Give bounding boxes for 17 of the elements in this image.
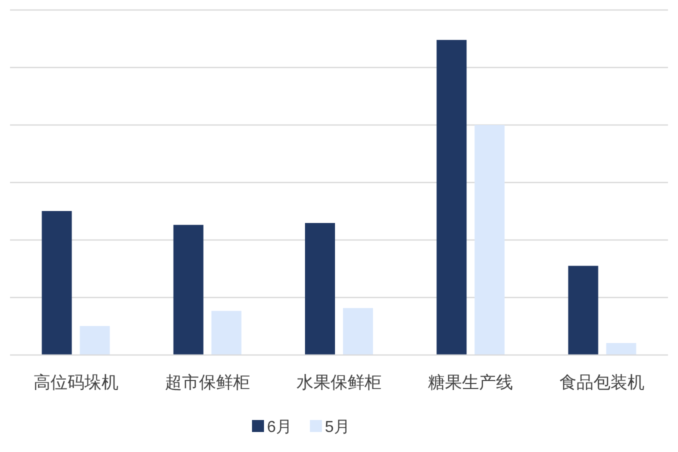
x-tick-label: 高位码垛机 [33, 373, 118, 392]
x-tick-label: 超市保鲜柜 [164, 373, 250, 392]
legend-label: 6月 [267, 419, 292, 436]
bar [474, 125, 505, 355]
x-tick-label: 水果保鲜柜 [296, 373, 382, 392]
x-tick-label: 食品包装机 [560, 373, 645, 392]
bar [42, 211, 72, 355]
bar [568, 266, 598, 355]
bar [211, 310, 242, 355]
bar [606, 343, 636, 355]
bar [305, 222, 335, 355]
x-tick-label: 糖果生产线 [428, 373, 514, 392]
legend-label: 5月 [324, 419, 350, 436]
bar [80, 326, 110, 355]
bar [436, 40, 467, 355]
bar [173, 224, 204, 355]
bar [343, 308, 373, 355]
